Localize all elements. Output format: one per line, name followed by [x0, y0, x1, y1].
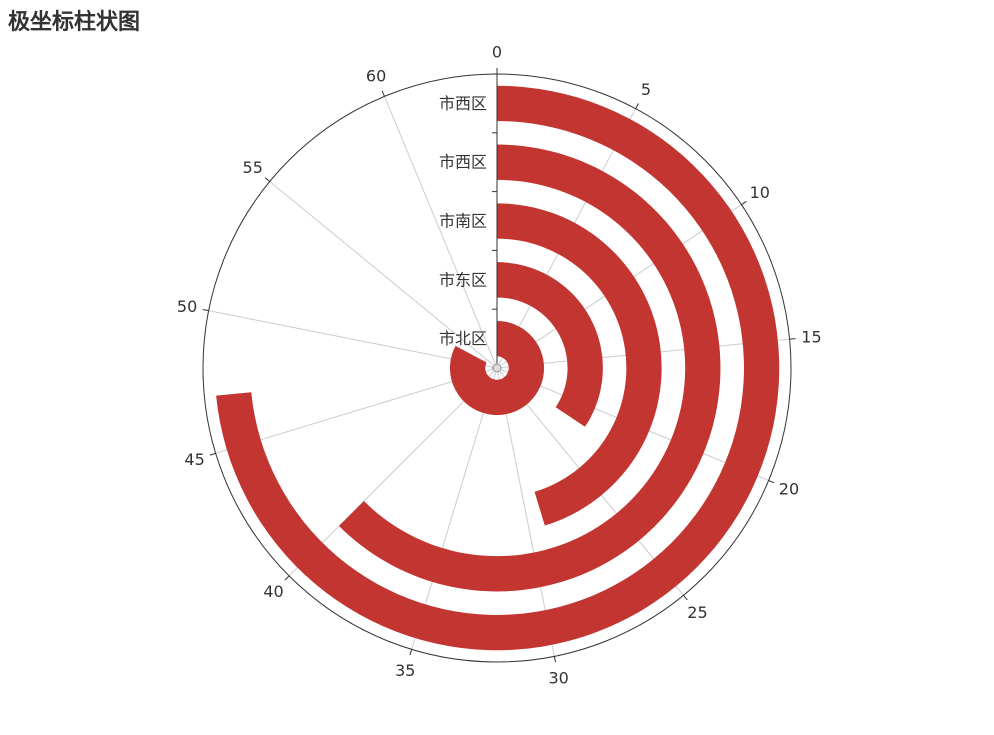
split-line-12: [384, 96, 498, 369]
angle-tick-label-6: 30: [548, 668, 568, 687]
angle-tick-label-4: 20: [779, 479, 799, 498]
angle-tick-5: [683, 594, 688, 601]
radius-category-label-3: 市西区: [439, 153, 487, 172]
radius-category-label-4: 市西区: [439, 94, 487, 113]
angle-tick-8: [284, 575, 290, 581]
split-line-10: [208, 310, 498, 369]
angle-tick-label-7: 35: [395, 661, 415, 680]
bar-1[interactable]: [497, 262, 603, 427]
angle-tick-label-5: 25: [687, 603, 707, 622]
radius-category-label-2: 市南区: [439, 212, 487, 231]
angle-tick-label-2: 10: [750, 183, 770, 202]
angle-tick-2: [741, 200, 747, 206]
bar-0[interactable]: [449, 320, 545, 416]
angle-tick-label-3: 15: [801, 328, 821, 347]
angle-tick-label-12: 60: [366, 67, 386, 86]
split-line-7: [411, 367, 498, 650]
split-line-8: [288, 367, 498, 577]
split-line-9: [215, 367, 498, 454]
angle-tick-label-1: 5: [641, 80, 651, 99]
angle-tick-label-10: 50: [177, 297, 197, 316]
bars-group: [216, 85, 780, 651]
angle-tick-label-8: 40: [263, 582, 283, 601]
angle-tick-1: [635, 103, 639, 109]
split-line-6: [496, 367, 555, 657]
angle-tick-label-0: 0: [492, 43, 502, 62]
angle-tick-label-11: 55: [243, 158, 263, 177]
angle-tick-label-9: 45: [184, 450, 204, 469]
angle-tick-7: [409, 649, 413, 656]
radius-category-label-0: 市北区: [439, 329, 487, 348]
angle-tick-9: [209, 452, 216, 456]
angle-tick-11: [264, 177, 271, 182]
angle-tick-3: [789, 338, 796, 340]
bar-3[interactable]: [339, 144, 721, 592]
split-line-11: [269, 181, 498, 369]
angle-tick-12: [381, 90, 385, 97]
chart-title: 极坐标柱状图: [8, 10, 141, 35]
bar-2[interactable]: [497, 203, 662, 526]
angle-tick-10: [202, 308, 209, 312]
angle-tick-4: [768, 480, 775, 484]
angle-axis: 0 5 10 15 20 25 30 35 40 45 50 55 60: [177, 43, 822, 688]
center-dot: [492, 363, 502, 373]
angle-tick-6: [553, 656, 557, 663]
radius-category-label-1: 市东区: [439, 270, 487, 289]
